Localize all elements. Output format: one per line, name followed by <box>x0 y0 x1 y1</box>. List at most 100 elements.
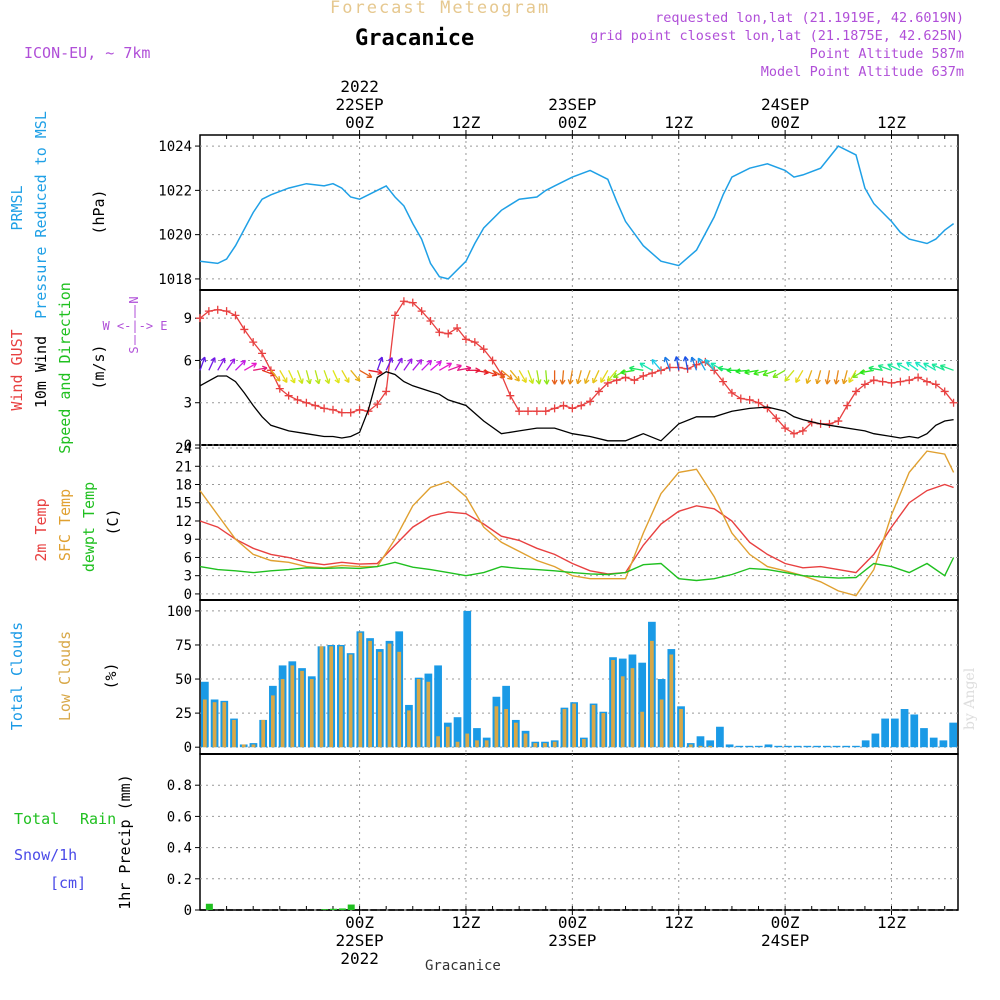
wind-gust-marker <box>834 417 843 426</box>
wind-direction-arrowhead <box>491 370 498 377</box>
date-label-top: 22SEP <box>335 95 383 114</box>
wind-direction-arrowhead <box>559 379 566 385</box>
wind-direction-arrow <box>784 369 795 382</box>
time-label-top: 00Z <box>771 113 800 132</box>
wind-direction-arrow <box>569 370 573 385</box>
rain-bar <box>329 908 337 910</box>
wind-gust-marker <box>852 387 861 396</box>
time-label-bottom: 00Z <box>345 913 374 932</box>
time-label-top: 00Z <box>558 113 587 132</box>
temp-unit-label: (C) <box>104 508 122 535</box>
wind-gust-marker <box>417 307 426 316</box>
wind-direction-arrowhead <box>859 369 865 375</box>
wind-direction-arrow <box>826 370 831 385</box>
low-cloud-bar <box>475 740 479 748</box>
wind-direction-arrowhead <box>651 358 657 365</box>
low-cloud-bar <box>416 679 421 748</box>
wind-gust-marker <box>887 379 896 387</box>
wind-gust-marker <box>648 369 657 378</box>
total-cloud-bar <box>725 744 734 748</box>
wind-10m-line <box>199 370 954 442</box>
wind-direction-arrow <box>226 358 236 371</box>
wind-gust-marker <box>541 407 550 416</box>
wind-gust-marker <box>399 297 408 306</box>
wind-direction-arrow <box>527 370 534 384</box>
wind-direction-arrowhead <box>344 377 350 383</box>
wind-direction-arrow <box>235 359 246 371</box>
wind-direction-arrow <box>412 359 423 371</box>
wind-gust-marker <box>213 305 222 314</box>
low-cloud-bar <box>533 743 538 748</box>
wind-gust-marker <box>949 398 958 407</box>
pressure-line <box>199 145 955 280</box>
low-cloud-bar <box>630 668 635 748</box>
wind-gust-marker <box>577 401 586 410</box>
wind-direction-arrow <box>509 369 520 382</box>
low-cloud-bar <box>688 744 693 748</box>
low-cloud-bar <box>445 726 450 748</box>
wind-direction-arrowhead <box>210 357 216 363</box>
date-label-bottom: 24SEP <box>761 931 809 950</box>
wind-direction-arrowhead <box>314 378 321 385</box>
wind-gust-marker <box>878 377 887 386</box>
wind-direction-arrowhead <box>923 362 929 368</box>
wind-direction-arrowhead <box>784 376 790 382</box>
low-cloud-bar <box>523 733 528 748</box>
cloud-tick-label: 50 <box>175 672 192 688</box>
wind-direction-arrowhead <box>852 372 858 378</box>
wind-direction-arrow <box>592 370 600 384</box>
wind-direction-arrowhead <box>275 376 281 382</box>
wind-direction-arrow <box>816 370 822 385</box>
total-cloud-bar <box>453 717 462 748</box>
wind-gust-marker <box>488 356 497 365</box>
low-cloud-bar <box>601 713 606 748</box>
wind-gust-marker <box>453 324 462 333</box>
wind-gust-marker <box>772 414 781 423</box>
wind-gust-marker <box>727 388 736 397</box>
wind-direction-arrow <box>710 362 724 371</box>
wind-gust-marker <box>479 345 488 354</box>
wind-gust-marker <box>940 387 949 396</box>
wind-gust-marker <box>435 328 444 337</box>
cloud-tick-label: 25 <box>175 706 192 722</box>
total-cloud-bar <box>463 610 472 748</box>
wind-direction-arrow <box>906 361 919 371</box>
low-cloud-bar <box>426 681 431 748</box>
wind-gust-marker <box>346 408 355 417</box>
low-cloud-bar <box>309 679 314 748</box>
total-cloud-bar <box>784 745 792 748</box>
wind-direction-arrowhead <box>726 367 732 374</box>
temp-2m-label: 2m Temp <box>32 498 50 561</box>
low-cloud-bar <box>407 710 411 748</box>
rain-bar <box>321 909 329 910</box>
low-cloud-bar <box>397 651 402 748</box>
wind-direction-arrowhead <box>848 377 854 383</box>
wind-direction-arrowhead <box>744 369 750 375</box>
wind-direction-arrow <box>474 369 489 374</box>
wind-direction-arrowhead <box>805 378 812 384</box>
wind-gust-marker <box>284 391 293 400</box>
low-clouds-label: Low Clouds <box>56 631 74 721</box>
wind-direction-arrowhead <box>456 364 462 370</box>
low-cloud-bar <box>387 643 392 748</box>
wind-direction-arrowhead <box>282 377 288 383</box>
low-cloud-bar <box>261 719 266 748</box>
wind-gust-marker <box>931 380 940 389</box>
rain-label: Rain <box>80 810 116 828</box>
low-cloud-bar <box>494 706 499 748</box>
low-cloud-bar <box>203 699 207 748</box>
wind-gust-marker <box>231 311 240 320</box>
temp-2m-line <box>199 483 954 575</box>
wind-direction-arrowhead <box>896 362 903 368</box>
total-cloud-bar <box>793 745 802 748</box>
total-cloud-bar <box>434 665 442 748</box>
wind-direction-arrow <box>483 369 498 376</box>
wind-gust-label: Wind GUST <box>8 329 26 410</box>
wind-direction-arrow <box>403 358 413 371</box>
year-label-bottom: 2022 <box>340 949 379 968</box>
total-cloud-bar <box>696 736 705 748</box>
wind-direction-arrow <box>940 364 954 371</box>
pressure-tick-label: 1018 <box>158 272 192 288</box>
wind-gust-marker <box>559 401 568 410</box>
low-cloud-bar <box>377 651 382 748</box>
